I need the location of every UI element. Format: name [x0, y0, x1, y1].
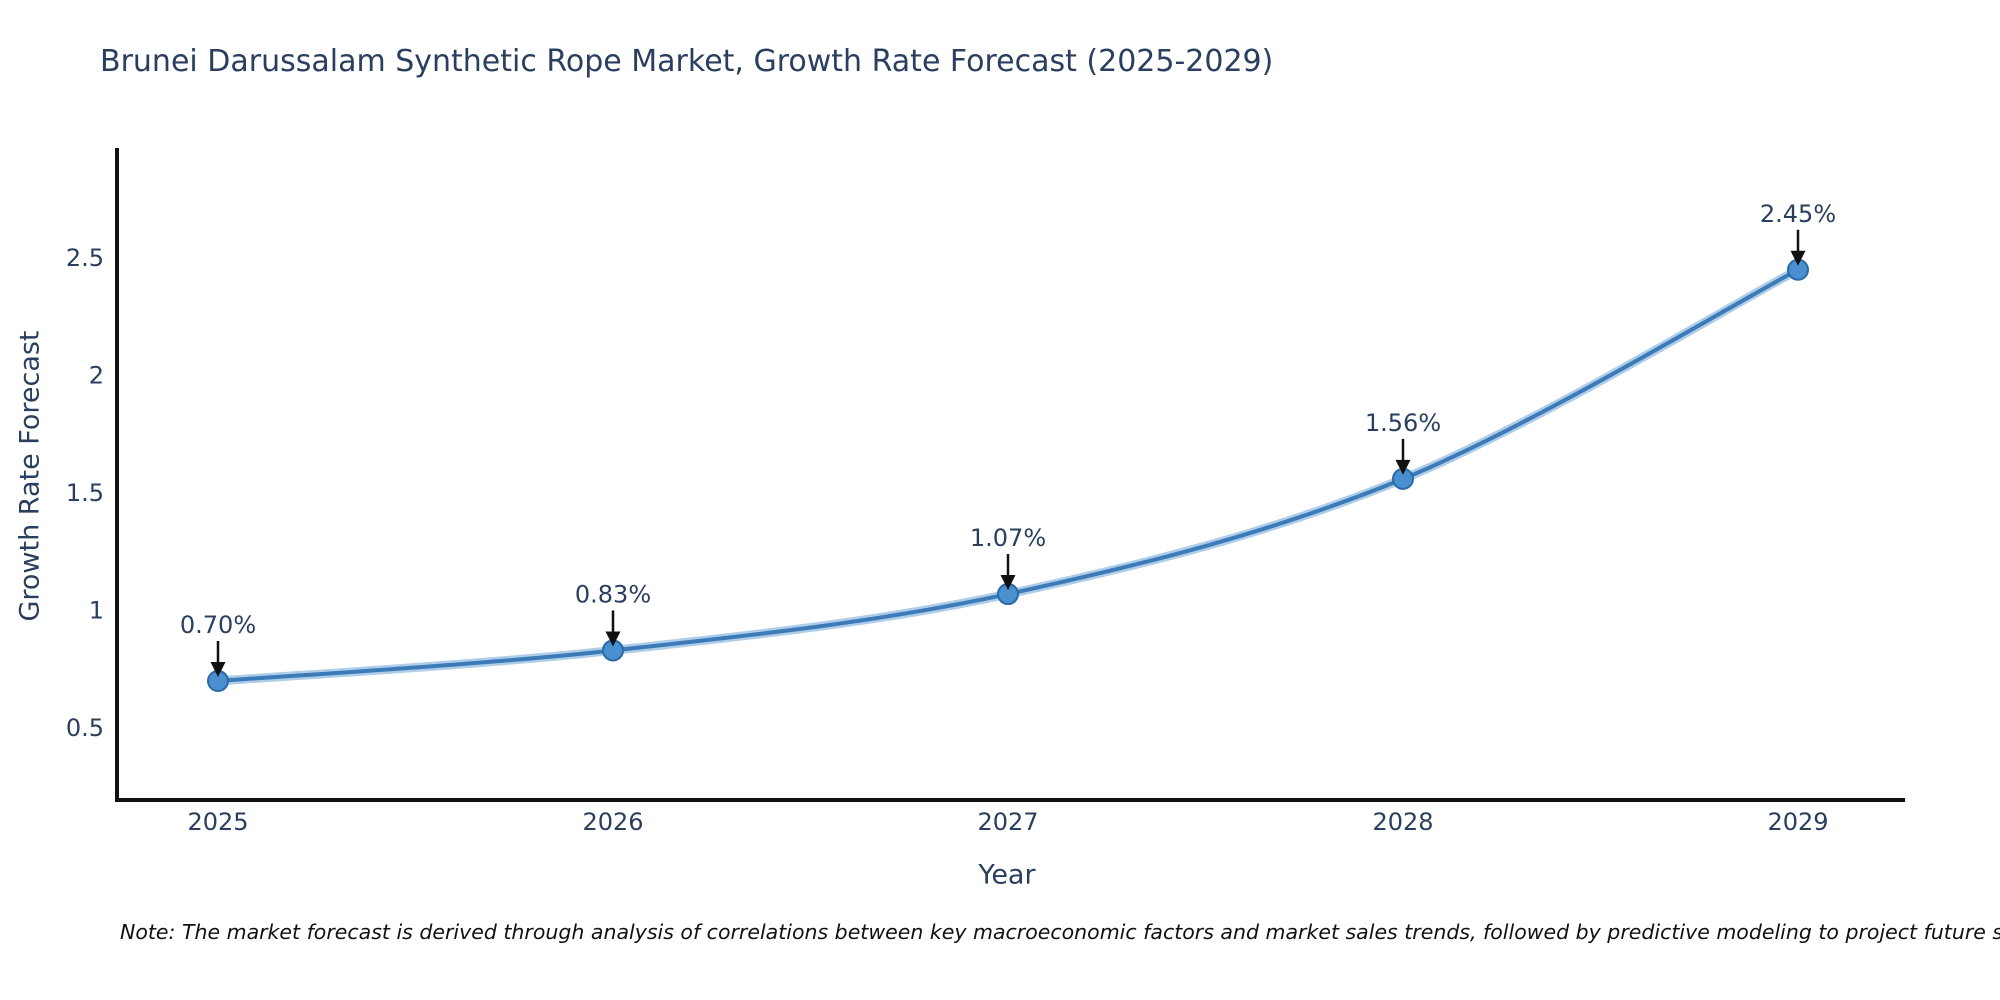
y-tick-label: 1 — [89, 597, 104, 625]
note-text: Note: The market forecast is derived thr… — [120, 920, 2000, 944]
y-axis-title: Growth Rate Forecast — [15, 330, 46, 621]
annotation-label: 1.56% — [1365, 409, 1441, 437]
annotation-label: 2.45% — [1760, 200, 1836, 228]
x-tick-label: 2026 — [582, 808, 643, 836]
x-tick-label: 2028 — [1372, 808, 1433, 836]
y-tick-label: 0.5 — [66, 714, 104, 742]
annotation-label: 0.83% — [575, 580, 651, 608]
x-axis-title: Year — [977, 860, 1036, 891]
y-tick-label: 2.5 — [66, 244, 104, 272]
annotation-arrow-head — [1000, 575, 1016, 591]
y-tick-label: 1.5 — [66, 479, 104, 507]
annotation-arrow-head — [210, 662, 226, 677]
annotation-arrow-head — [1790, 250, 1806, 266]
annotation-arrow-head — [605, 631, 621, 647]
annotation-label: 0.70% — [180, 611, 256, 639]
chart-title: Brunei Darussalam Synthetic Rope Market,… — [100, 44, 1274, 79]
x-tick-label: 2029 — [1767, 808, 1828, 836]
x-tick-label: 2025 — [187, 808, 248, 836]
annotation-label: 1.07% — [970, 524, 1046, 552]
series-line-halo — [213, 265, 1803, 686]
series-line — [216, 267, 1800, 683]
y-tick-label: 2 — [89, 362, 104, 390]
annotation-arrow-head — [1395, 459, 1411, 475]
x-tick-label: 2027 — [977, 808, 1038, 836]
